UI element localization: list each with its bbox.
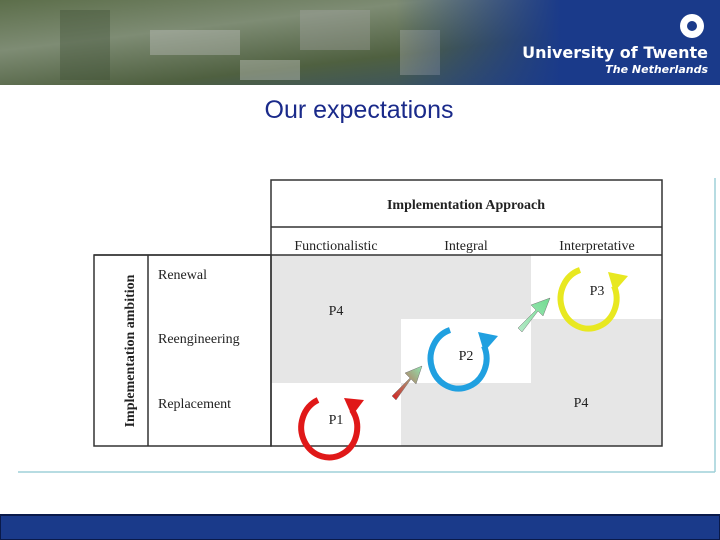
slide-title: Our expectations [265,96,454,124]
cell-label: P3 [590,284,605,299]
cell-label: P1 [329,413,344,428]
footer-bar [0,514,720,540]
row-label: Replacement [158,397,231,412]
row-header: Implementation ambition [123,274,138,427]
logo-mark-inner [687,21,697,31]
row-label: Reengineering [158,332,240,347]
cycle-arrow-head [608,272,628,292]
progress-arrow [391,365,423,401]
cycle-arrow-head [344,398,364,416]
cycle-arrow-head [478,332,498,352]
logo-subtitle: The Netherlands [605,63,708,76]
cycle-arrow [298,397,361,461]
logo-title: University of Twente [522,43,708,62]
matrix-borders [93,179,663,447]
column-label: Interpretative [559,239,634,254]
row-label: Renewal [158,268,207,283]
banner-fade [0,0,720,85]
cell-label: P2 [459,349,474,364]
cycle-arrow [557,267,620,332]
column-header: Implementation Approach [387,198,545,213]
progress-arrow [517,297,551,333]
cycle-arrow [427,327,490,392]
column-label: Functionalistic [294,239,377,254]
cell-label: P4 [574,396,589,411]
column-label: Integral [444,239,488,254]
cell-label: P4 [329,304,344,319]
